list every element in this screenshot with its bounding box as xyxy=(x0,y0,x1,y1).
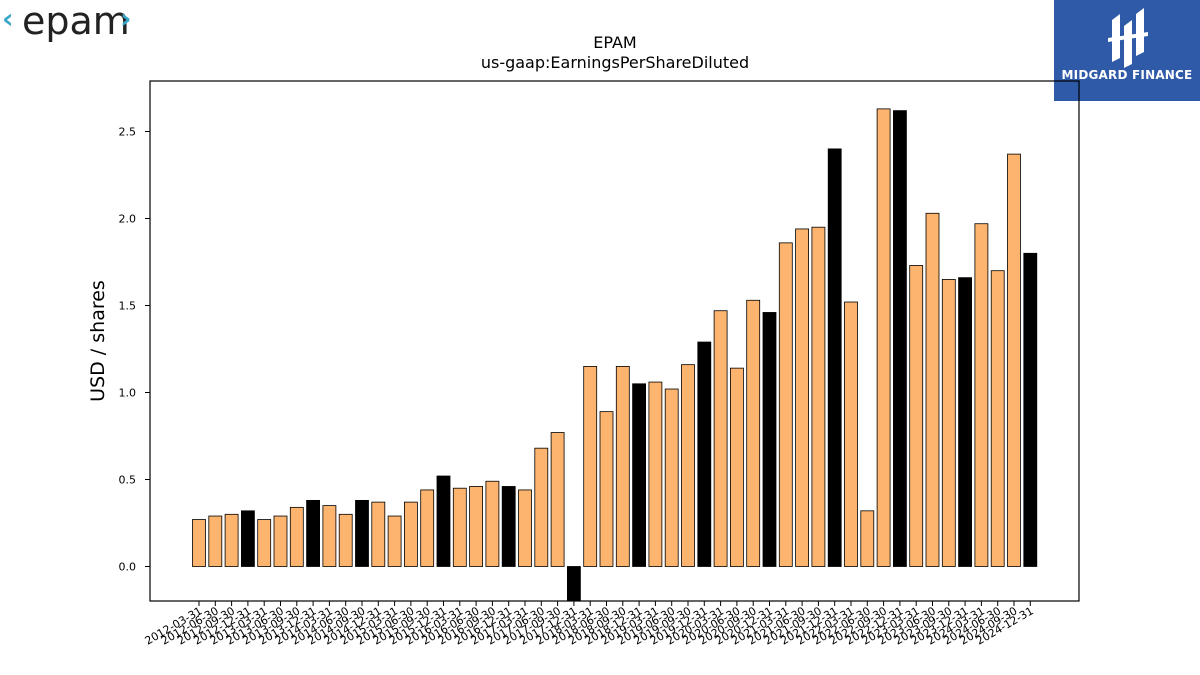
bar-2018-06-30 xyxy=(599,411,614,567)
bar-2017-06-30 xyxy=(534,447,549,567)
bar-2016-06-30 xyxy=(469,486,484,567)
bar-2014-06-30 xyxy=(338,513,353,567)
bar-2013-12-31 xyxy=(306,499,321,567)
bar-2012-03-31 xyxy=(192,519,206,567)
bar-2022-12-31 xyxy=(893,110,907,567)
plot-frame xyxy=(149,80,1080,602)
y-tick-label: 2.0 xyxy=(119,213,137,226)
bar-2022-06-30 xyxy=(860,510,875,567)
x-axis: 2012-03-312012-06-302012-09-302012-12-31… xyxy=(143,601,1036,648)
bar-2018-12-31 xyxy=(632,383,646,567)
bar-2017-09-30 xyxy=(550,432,565,567)
epam-logo: ‹ epam › xyxy=(2,0,142,56)
bar-2023-03-31 xyxy=(909,265,924,567)
bar-2020-03-31 xyxy=(713,310,728,567)
bar-2020-12-31 xyxy=(762,312,777,567)
bar-2021-12-31 xyxy=(827,148,842,567)
bar-2015-09-30 xyxy=(420,489,435,567)
bar-2024-06-30 xyxy=(990,270,1005,567)
bar-2021-06-30 xyxy=(795,228,809,567)
y-tick-label: 2.5 xyxy=(119,126,137,139)
bar-2012-09-30 xyxy=(224,513,239,567)
bar-2023-12-31 xyxy=(958,277,972,567)
y-tick-label: 1.5 xyxy=(119,300,137,313)
chart-subtitle: us-gaap:EarningsPerShareDiluted xyxy=(481,53,749,72)
bar-2024-03-31 xyxy=(974,223,989,567)
bar-2024-12-31 xyxy=(1023,252,1038,567)
bar-2019-09-30 xyxy=(681,364,695,567)
bar-2012-12-31 xyxy=(240,510,255,567)
bar-2018-03-31 xyxy=(583,365,598,567)
chart-title: EPAM xyxy=(593,33,636,52)
bar-2019-12-31 xyxy=(697,341,712,567)
bar-2023-09-30 xyxy=(941,278,956,567)
y-tick-label: 0.5 xyxy=(119,474,137,487)
bar-2014-09-30 xyxy=(355,499,369,567)
bar-2017-03-31 xyxy=(518,489,532,567)
bar-2015-06-30 xyxy=(403,501,418,567)
bar-2017-12-31 xyxy=(567,566,581,602)
y-axis: 0.0 0.5 1.0 1.5 2.0 2.5 xyxy=(119,126,150,574)
bar-2016-03-31 xyxy=(452,487,467,567)
bar-2021-03-31 xyxy=(778,242,793,567)
bar-2023-06-30 xyxy=(925,212,940,567)
y-tick-label: 0.0 xyxy=(119,561,137,574)
bar-2013-03-31 xyxy=(257,519,272,567)
bar-2013-09-30 xyxy=(289,506,304,567)
epam-logo-text: epam xyxy=(22,0,130,43)
bar-2014-03-31 xyxy=(322,505,337,567)
bar-2022-03-31 xyxy=(844,301,858,567)
bar-2016-09-30 xyxy=(485,480,500,567)
midgard-emblem-icon xyxy=(1108,8,1148,68)
bar-2024-09-30 xyxy=(1007,153,1021,567)
bar-2015-12-31 xyxy=(436,475,451,567)
bar-2022-09-30 xyxy=(876,108,891,567)
bar-2014-12-31 xyxy=(371,501,386,567)
bar-2013-06-30 xyxy=(273,515,288,567)
y-axis-label: USD / shares xyxy=(87,280,109,402)
bar-2018-09-30 xyxy=(615,365,630,567)
bar-2021-09-30 xyxy=(811,226,826,567)
bar-2019-06-30 xyxy=(664,388,679,567)
bar-2015-03-31 xyxy=(387,515,402,567)
bar-2019-03-31 xyxy=(648,381,663,567)
epam-logo-left-chevron: ‹ xyxy=(2,2,14,35)
midgard-finance-name: MIDGARD FINANCE xyxy=(1061,68,1193,82)
midgard-finance-logo: MIDGARD FINANCE xyxy=(1054,0,1200,101)
bars-group xyxy=(192,108,1038,602)
bar-2016-12-31 xyxy=(501,486,516,567)
y-tick-label: 1.0 xyxy=(119,387,137,400)
epam-logo-right-chevron: › xyxy=(120,2,132,35)
bar-2012-06-30 xyxy=(208,515,223,567)
bar-2020-06-30 xyxy=(730,367,744,567)
bar-2020-09-30 xyxy=(746,299,761,567)
